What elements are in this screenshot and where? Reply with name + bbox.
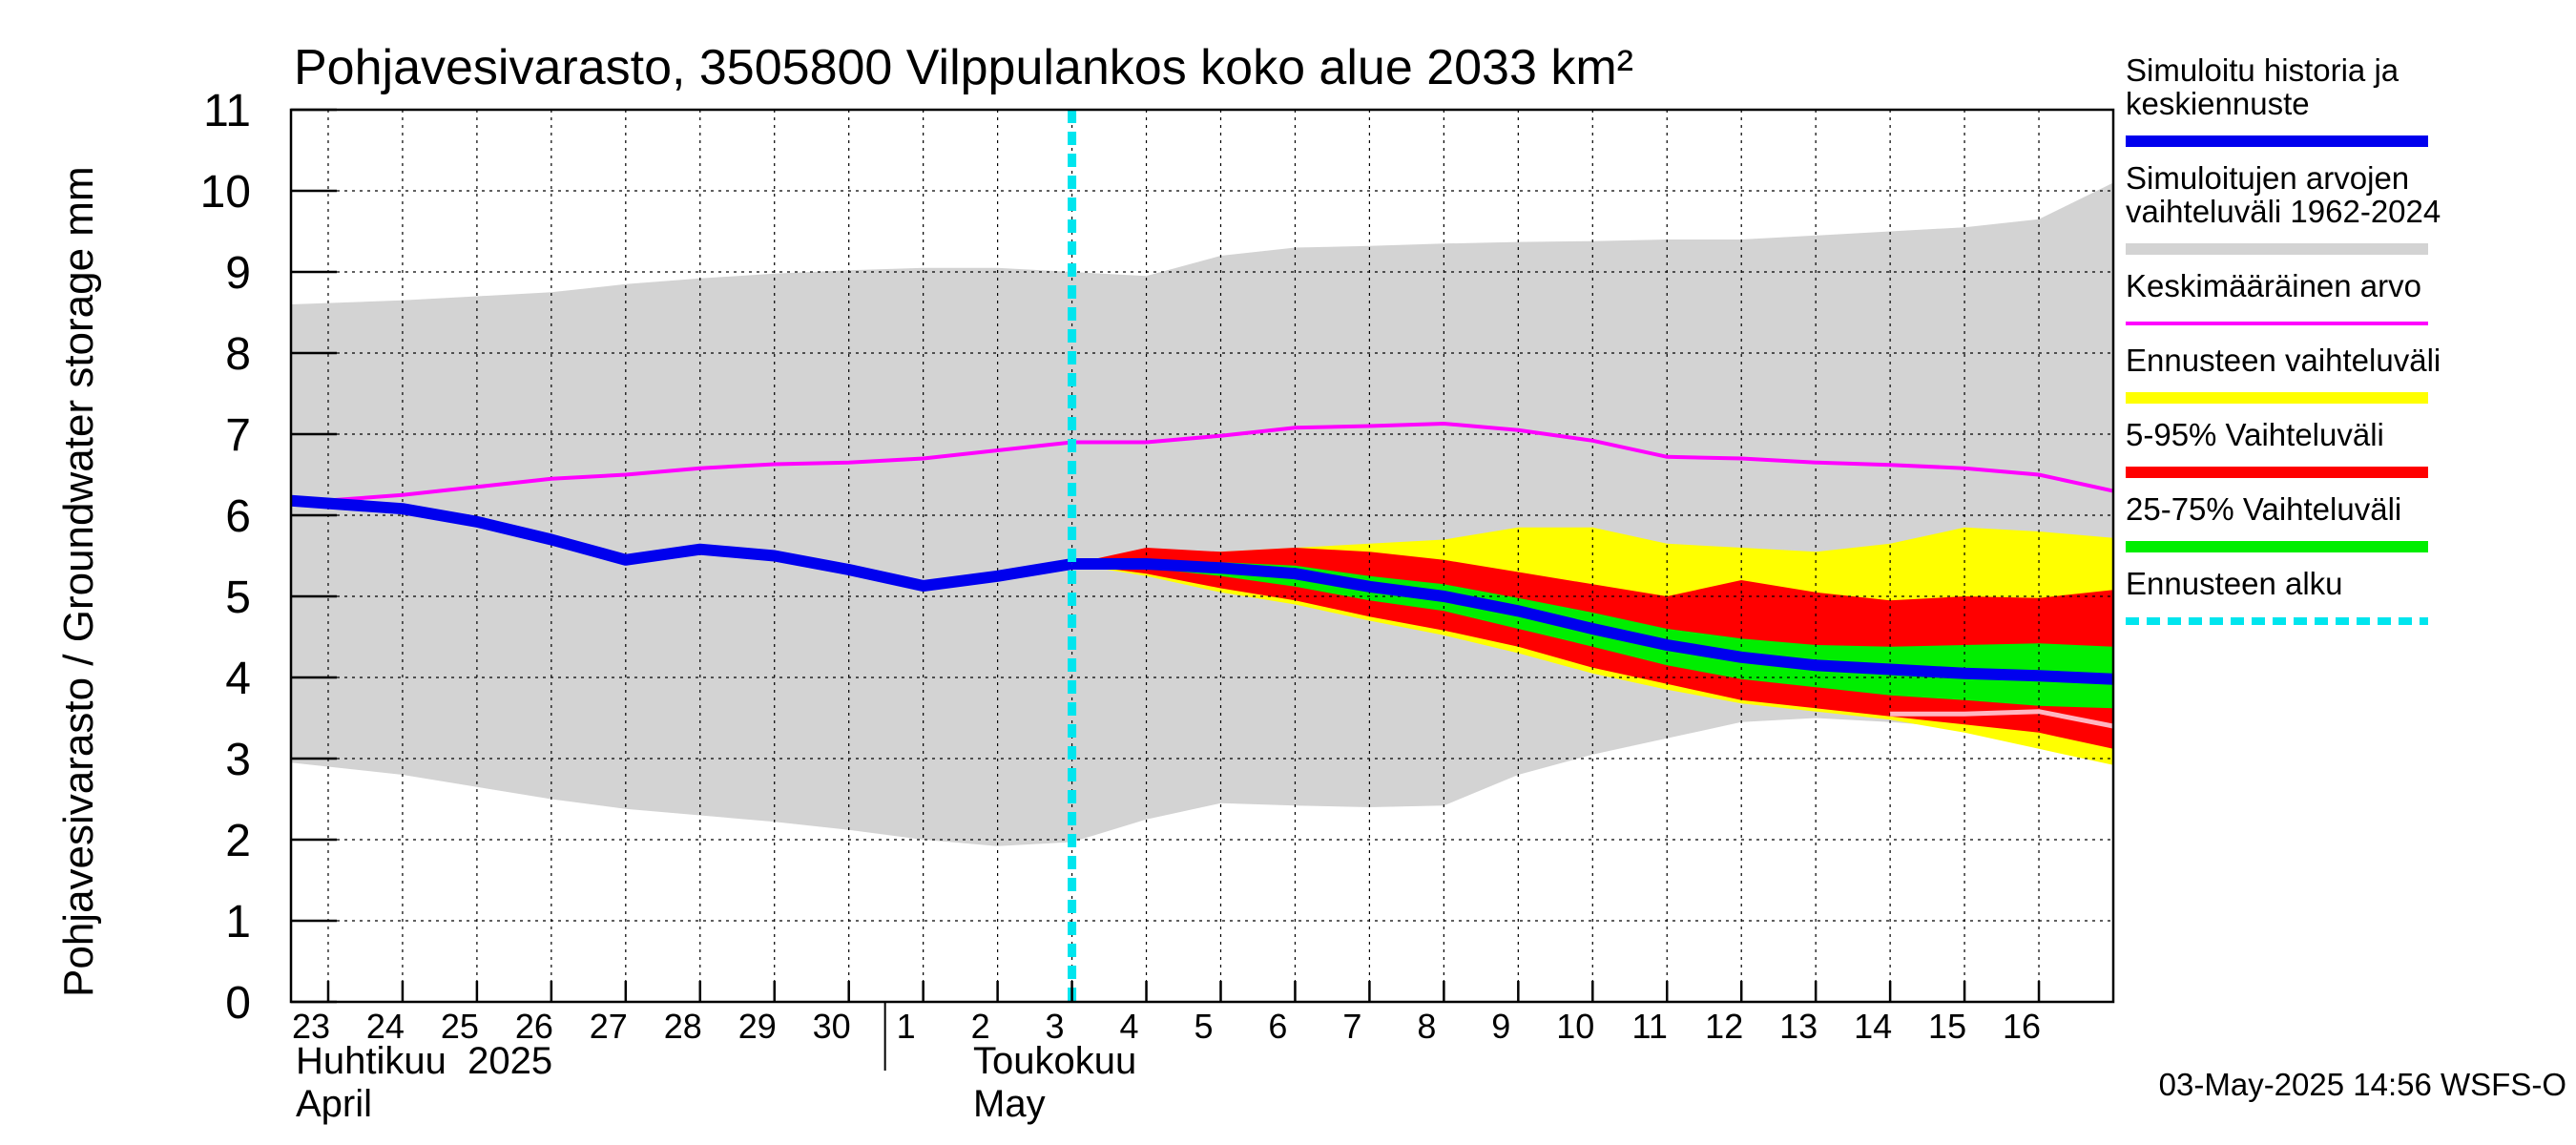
chart-areas xyxy=(291,182,2113,846)
y-tick-label-1: 1 xyxy=(225,897,251,947)
y-tick-label-5: 5 xyxy=(225,572,251,623)
y-tick-label-10: 10 xyxy=(200,167,251,218)
x-tick-label-13: 13 xyxy=(1779,1007,1818,1046)
legend-label-0: Simuloitu historia ja xyxy=(2126,52,2399,88)
y-tick-label-9: 9 xyxy=(225,248,251,299)
x-tick-label-27: 27 xyxy=(590,1007,628,1046)
forecast-extra-line xyxy=(1890,709,2113,729)
legend-label-2: Keskimääräinen arvo xyxy=(2126,268,2421,303)
x-tick-label-16: 16 xyxy=(2003,1007,2041,1046)
legend-label-0-line2: keskiennuste xyxy=(2126,86,2310,121)
x-tick-label-5: 5 xyxy=(1194,1007,1213,1046)
y-axis-label: Pohjavesivarasto / Groundwater storage m… xyxy=(55,166,102,997)
legend-label-4: 5-95% Vaihteluväli xyxy=(2126,417,2384,452)
x-tick-label-30: 30 xyxy=(813,1007,851,1046)
x-tick-label-29: 29 xyxy=(738,1007,777,1046)
legend-label-6: Ennusteen alku xyxy=(2126,566,2343,601)
chart-lines xyxy=(291,110,2113,1002)
x-tick-label-10: 10 xyxy=(1556,1007,1594,1046)
forecast-median-line xyxy=(1071,558,2113,685)
y-tick-label-2: 2 xyxy=(225,816,251,866)
x-tick-label-28: 28 xyxy=(664,1007,702,1046)
history-line xyxy=(291,494,1073,592)
mean-line xyxy=(291,421,2113,506)
x-tick-label-24: 24 xyxy=(366,1007,405,1046)
y-tick-label-4: 4 xyxy=(225,654,251,704)
month-label-may-fi: Toukokuu xyxy=(973,1040,1136,1082)
month-label-april-fi: Huhtikuu 2025 xyxy=(296,1040,552,1082)
x-tick-label-26: 26 xyxy=(515,1007,553,1046)
chart-title: Pohjavesivarasto, 3505800 Vilppulankos k… xyxy=(294,40,1633,95)
plot-frame xyxy=(289,108,2115,1004)
x-tick-label-11: 11 xyxy=(1632,1007,1668,1046)
timestamp-label: 03-May-2025 14:56 WSFS-O xyxy=(2159,1067,2566,1102)
x-tick-label-3: 3 xyxy=(1046,1007,1065,1046)
chart-grid xyxy=(291,110,2113,1002)
legend-label-1-line2: vaihteluväli 1962-2024 xyxy=(2126,194,2441,229)
x-axis-ticks: 23 24 25 26 27 28 29 30 1 2 3 4 5 6 7 8 9 10 11 12 13 14 15 16 xyxy=(292,981,2041,1071)
legend-label-3: Ennusteen vaihteluväli xyxy=(2126,343,2441,378)
y-tick-label-0: 0 xyxy=(225,978,251,1029)
p5-95-band xyxy=(1071,548,2113,749)
y-tick-label-11: 11 xyxy=(203,86,251,136)
y-tick-label-3: 3 xyxy=(225,735,251,785)
x-tick-label-15: 15 xyxy=(1928,1007,1966,1046)
y-tick-label-8: 8 xyxy=(225,329,251,380)
x-tick-label-23: 23 xyxy=(292,1007,330,1046)
x-tick-label-7: 7 xyxy=(1342,1007,1361,1046)
x-tick-label-4: 4 xyxy=(1120,1007,1139,1046)
y-tick-label-6: 6 xyxy=(225,491,251,542)
month-label-may-en: May xyxy=(973,1083,1046,1125)
x-tick-label-8: 8 xyxy=(1417,1007,1436,1046)
legend-label-5: 25-75% Vaihteluväli xyxy=(2126,491,2401,527)
x-tick-label-12: 12 xyxy=(1705,1007,1743,1046)
x-tick-label-14: 14 xyxy=(1854,1007,1892,1046)
y-tick-label-7: 7 xyxy=(225,410,251,461)
legend-label-1: Simuloitujen arvojen xyxy=(2126,160,2409,196)
x-tick-label-9: 9 xyxy=(1491,1007,1510,1046)
x-tick-label-1: 1 xyxy=(897,1007,916,1046)
x-tick-label-6: 6 xyxy=(1268,1007,1287,1046)
x-tick-label-25: 25 xyxy=(441,1007,479,1046)
x-tick-label-2: 2 xyxy=(971,1007,990,1046)
month-label-april-en: April xyxy=(296,1083,372,1125)
y-axis-ticks: 0 1 2 3 4 5 6 7 8 9 10 11 xyxy=(200,86,337,1029)
